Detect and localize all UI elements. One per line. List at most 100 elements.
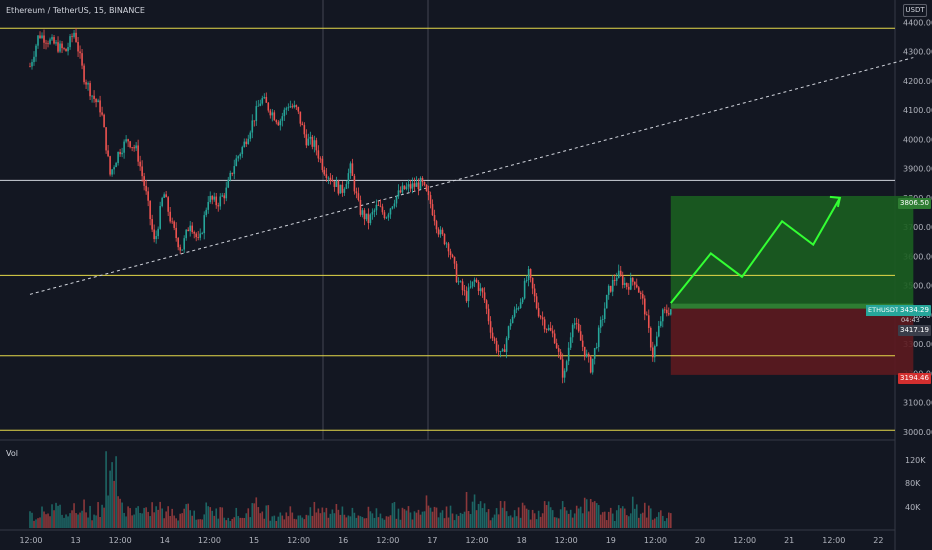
candle-body (261, 98, 264, 104)
candle-body (449, 251, 452, 256)
candle-body (519, 302, 522, 308)
candle-body (597, 327, 600, 348)
candle-body (143, 176, 145, 186)
candle-body (221, 195, 224, 197)
candle-body (523, 280, 526, 299)
candle-body (127, 139, 129, 142)
volume-bar (163, 518, 165, 528)
candle-body (257, 105, 260, 107)
volume-bar (637, 517, 640, 528)
candle-body (161, 197, 163, 207)
volume-bar (623, 508, 626, 528)
volume-bar (209, 507, 212, 528)
volume-bar (365, 518, 368, 528)
candle-body (51, 37, 53, 40)
price-tick-label: 3700.00 (903, 223, 932, 232)
volume-bar (599, 514, 602, 528)
candle-body (305, 134, 308, 146)
candle-body (29, 66, 31, 68)
candle-body (555, 343, 558, 349)
volume-bar (333, 513, 336, 528)
candle-body (415, 182, 418, 187)
candle-body (665, 309, 668, 314)
volume-bar (539, 516, 542, 528)
volume-bar (269, 520, 272, 528)
candle-body (227, 179, 230, 188)
volume-bar (455, 514, 458, 528)
candle-body (469, 286, 472, 288)
volume-bar (59, 504, 61, 528)
candle-body (483, 292, 486, 301)
candle-body (329, 177, 332, 181)
volume-bar (323, 512, 326, 528)
time-tick-label: 12:00 (644, 536, 667, 545)
volume-bar (467, 511, 470, 528)
volume-bar (537, 510, 540, 528)
candle-body (585, 353, 588, 357)
candle-body (587, 353, 590, 357)
candle-body (205, 209, 208, 216)
candle-body (117, 151, 119, 163)
volume-bar (349, 516, 352, 528)
candle-body (383, 212, 386, 218)
currency-button[interactable]: USDT (903, 4, 927, 17)
candle-body (93, 95, 95, 99)
candle-body (333, 181, 336, 187)
volume-bar (407, 506, 410, 528)
volume-bar (491, 517, 494, 528)
volume-bar (523, 505, 526, 528)
volume-bar (547, 501, 550, 528)
candle-body (151, 219, 153, 230)
volume-bar (369, 511, 372, 528)
volume-bar (461, 513, 464, 528)
candle-body (547, 327, 550, 331)
volume-bar (225, 520, 228, 528)
candle-body (291, 106, 294, 108)
volume-bar (653, 518, 656, 528)
volume-bar (451, 513, 454, 528)
candle-body (581, 340, 584, 347)
price-tick-label: 3600.00 (903, 252, 932, 261)
candle-body (603, 308, 606, 320)
volume-bar (49, 516, 51, 528)
volume-bar (431, 511, 434, 528)
volume-bar (307, 515, 310, 528)
volume-bar (313, 501, 316, 528)
candle-body (507, 326, 510, 339)
volume-bar (75, 513, 77, 528)
candle-body (75, 32, 77, 42)
price-tick-label: 3300.00 (903, 340, 932, 349)
candle-body (465, 291, 468, 302)
candle-body (493, 338, 496, 341)
candle-body (99, 100, 101, 113)
volume-bar (101, 504, 103, 528)
candle-body (641, 294, 644, 299)
volume-bar (573, 513, 576, 528)
candle-body (287, 107, 290, 109)
candle-body (33, 56, 35, 63)
volume-bar (449, 505, 452, 528)
volume-bar (115, 456, 117, 528)
candle-body (475, 279, 478, 282)
volume-bar (670, 513, 672, 528)
candle-body (369, 214, 372, 224)
volume-bar (575, 505, 578, 528)
volume-bar (319, 513, 322, 528)
candle-body (615, 277, 618, 281)
candle-body (567, 347, 570, 362)
volume-bar (559, 509, 562, 528)
volume-bar (259, 513, 262, 528)
candle-body (393, 203, 396, 207)
volume-bar (77, 514, 79, 528)
volume-bar (387, 516, 390, 528)
volume-bar (57, 505, 59, 528)
candle-body (633, 281, 636, 285)
volume-bar (345, 517, 348, 528)
candle-body (607, 285, 610, 295)
volume-bar (533, 513, 536, 528)
volume-bar (593, 501, 596, 528)
candle-body (643, 298, 646, 315)
candle-body (655, 336, 658, 347)
volume-bar (463, 511, 466, 528)
